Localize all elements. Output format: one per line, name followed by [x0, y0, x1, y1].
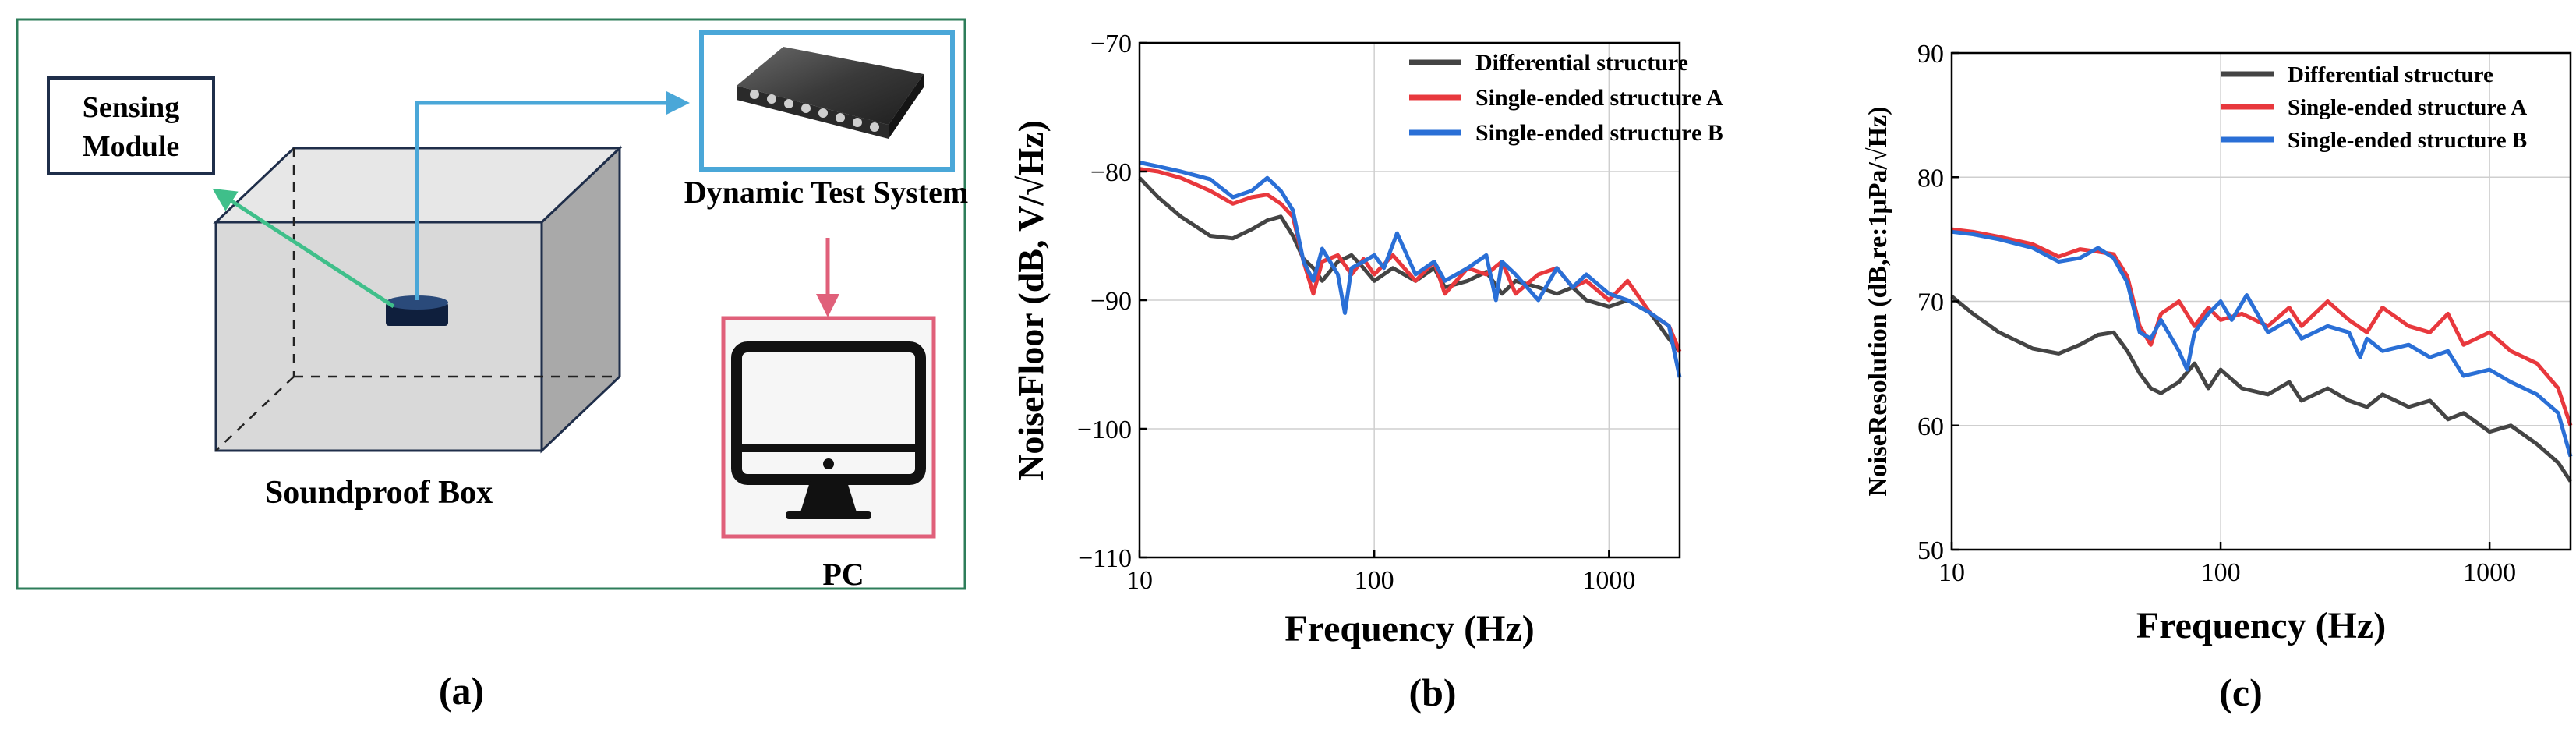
- chart-c-legend: Differential structure Single-ended struc…: [2221, 62, 2527, 153]
- chart-b-y-axis-label: NoiseFloor (dB, V/√Hz): [1011, 120, 1051, 480]
- monitor-icon: [731, 341, 926, 519]
- device-icon: [737, 47, 924, 139]
- chart-b-caption: (b): [1408, 671, 1456, 714]
- box-hidden-edge: [215, 376, 295, 451]
- sensing-module-label-line1: Sensing: [83, 91, 180, 124]
- y-tick-label: −70: [1090, 30, 1132, 58]
- x-tick-label: 1000: [1582, 566, 1635, 595]
- legend-entry: Single-ended structure B: [1475, 120, 1723, 146]
- box-front-face: [214, 221, 543, 452]
- arrow-to-sensing-module: [212, 188, 395, 309]
- panel-a-caption: (a): [439, 669, 484, 713]
- sensing-module-label-line2: Module: [83, 130, 180, 163]
- y-tick-label: 50: [1917, 536, 1944, 565]
- y-tick-label: 90: [1917, 40, 1944, 69]
- chart-c-ticks: 10 100 1000 50 60 70 80 90: [1917, 40, 2516, 587]
- x-tick-label: 100: [2201, 558, 2241, 587]
- dynamic-test-system-label: Dynamic Test System: [684, 175, 968, 210]
- y-tick-label: −100: [1077, 416, 1132, 444]
- arrow-to-dynamic-test-system: [415, 91, 690, 300]
- y-tick-label: −90: [1090, 287, 1132, 316]
- legend-entry: Differential structure: [1475, 50, 1688, 76]
- panel-a-frame: [16, 18, 966, 590]
- chart-c-caption: (c): [2219, 671, 2263, 714]
- legend-entry: Single-ended structure A: [1475, 85, 1723, 111]
- x-tick-label: 1000: [2463, 558, 2516, 587]
- chart-c-y-axis-label: NoiseResolution (dB,re:1μPa/√Hz): [1864, 106, 1892, 496]
- chart-c-series-line-0: [1950, 295, 2573, 483]
- x-tick-label: 10: [1938, 558, 1965, 587]
- legend-entry: Single-ended structure B: [2288, 128, 2527, 153]
- soundproof-box-label: Soundproof Box: [265, 475, 493, 511]
- chart-b-ticks: 10 100 1000 −110 −100 −90 −80 −70: [1077, 30, 1636, 595]
- legend-entry: Single-ended structure A: [2288, 95, 2527, 120]
- panel-a-schematic: Sensing Module: [16, 18, 968, 713]
- y-tick-label: −110: [1078, 544, 1132, 573]
- y-tick-label: 70: [1917, 288, 1944, 317]
- sensor-icon: [386, 295, 448, 326]
- chart-c-series-line-2: [1951, 229, 2573, 458]
- chart-b-noise-floor: 10 100 1000 −110 −100 −90 −80 −70 Differential …: [1011, 30, 1723, 714]
- chart-b-series: [1138, 160, 1682, 378]
- y-tick-label: 60: [1917, 412, 1944, 441]
- chart-b-series-line-2: [1139, 160, 1682, 378]
- pc-label: PC: [822, 557, 864, 592]
- chart-b-legend: Differential structure Single-ended struc…: [1409, 50, 1723, 146]
- x-tick-label: 10: [1126, 566, 1153, 595]
- chart-c-noise-resolution: 10 100 1000 50 60 70 80 90 Differential structu…: [1864, 40, 2573, 714]
- chart-c-series: [1950, 227, 2573, 483]
- y-tick-label: 80: [1917, 164, 1944, 193]
- chart-c-series-line-1: [1951, 227, 2573, 426]
- chart-b-series-line-1: [1139, 167, 1682, 352]
- sensing-module-box: [47, 76, 215, 175]
- chart-b-x-axis-label: Frequency (Hz): [1284, 608, 1534, 649]
- x-tick-label: 100: [1355, 566, 1394, 595]
- chart-c-x-axis-label: Frequency (Hz): [2136, 605, 2386, 646]
- legend-entry: Differential structure: [2288, 62, 2493, 87]
- chart-b-series-line-0: [1138, 176, 1681, 353]
- y-tick-label: −80: [1090, 158, 1132, 187]
